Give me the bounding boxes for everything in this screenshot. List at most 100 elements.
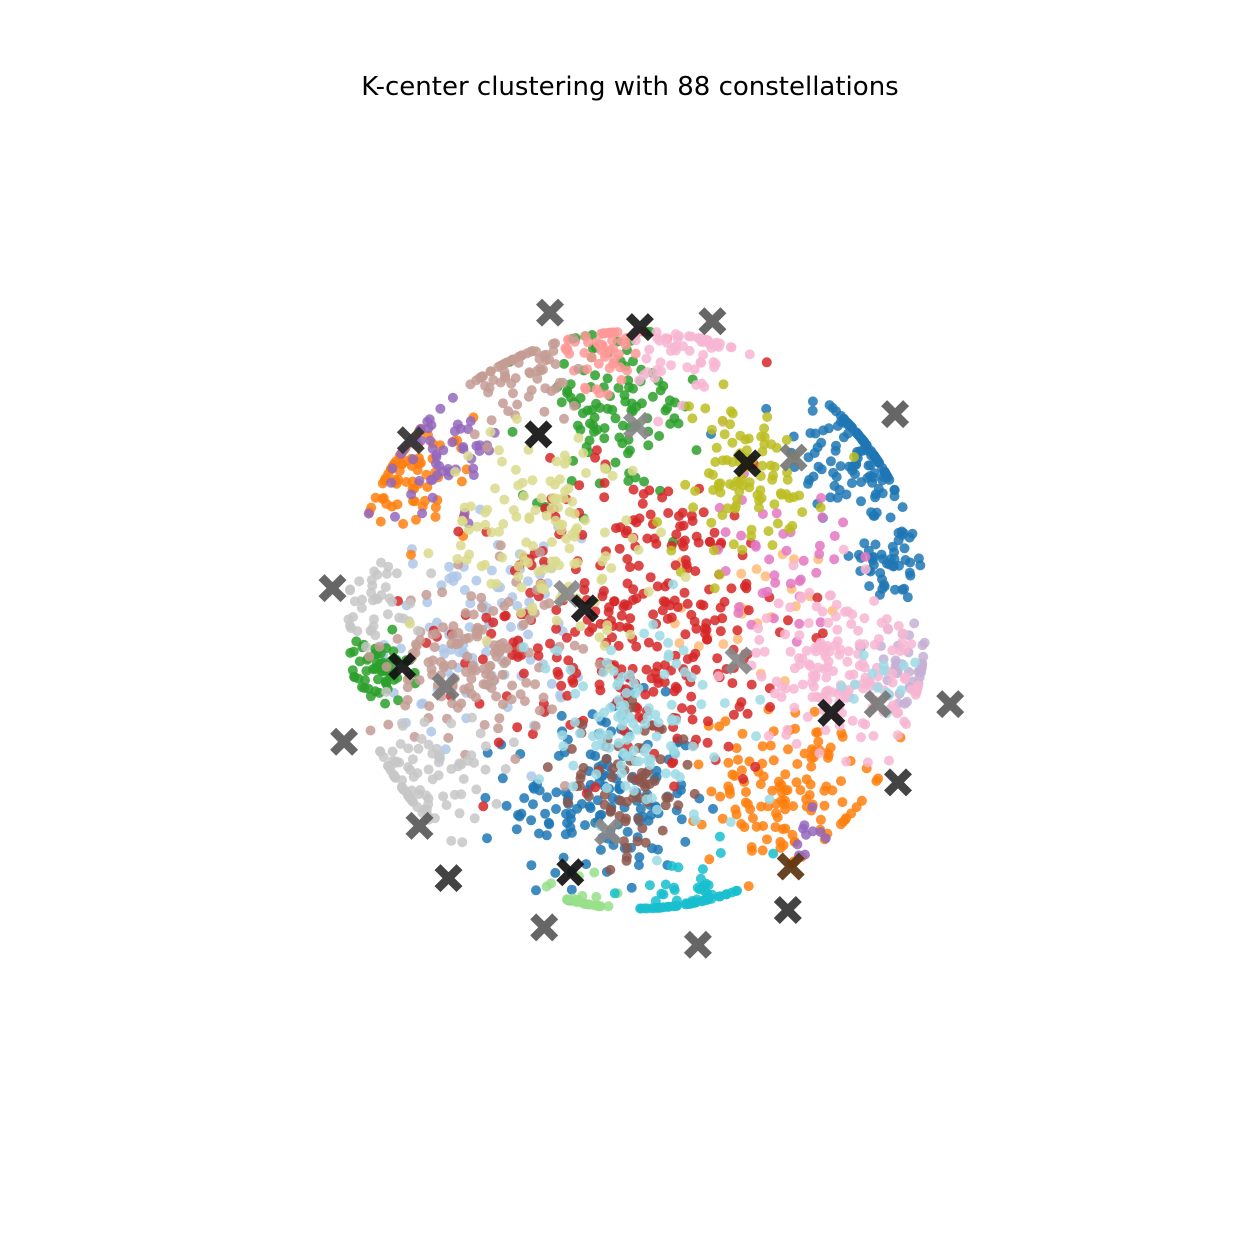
data-point — [642, 533, 653, 544]
cluster-center-marker — [881, 400, 910, 429]
data-point — [630, 348, 641, 359]
data-point — [380, 677, 391, 688]
data-point — [481, 679, 492, 690]
data-point — [447, 631, 458, 641]
data-point — [508, 737, 519, 748]
data-point — [690, 486, 701, 496]
data-point — [479, 559, 490, 570]
data-point — [429, 642, 440, 653]
data-point — [375, 516, 386, 527]
data-point — [712, 653, 723, 664]
data-point — [604, 602, 615, 613]
data-point — [390, 511, 400, 522]
data-point — [433, 770, 444, 781]
data-point — [580, 331, 591, 342]
data-point — [809, 706, 820, 717]
data-point — [669, 781, 680, 792]
data-point — [816, 437, 827, 448]
data-point — [687, 516, 698, 526]
data-point — [636, 398, 647, 409]
data-point — [768, 755, 779, 766]
data-point — [835, 644, 846, 655]
data-point — [857, 658, 868, 669]
data-point — [842, 656, 853, 667]
data-point — [382, 760, 393, 771]
data-point — [627, 533, 638, 544]
data-point — [584, 626, 595, 637]
data-point — [427, 492, 438, 503]
data-point — [641, 353, 652, 364]
data-point — [614, 543, 625, 554]
data-point — [801, 774, 812, 785]
data-point — [562, 690, 573, 701]
data-point — [762, 412, 773, 422]
data-point — [654, 335, 665, 346]
data-point — [578, 643, 589, 654]
data-point — [762, 586, 773, 597]
cluster-center-marker — [536, 298, 564, 327]
data-point — [702, 737, 713, 748]
data-point — [780, 804, 791, 815]
data-point — [789, 702, 800, 713]
data-point — [605, 864, 616, 875]
data-point — [780, 629, 790, 640]
data-point — [893, 620, 904, 631]
data-point — [892, 730, 903, 741]
data-point — [725, 342, 736, 353]
data-point — [534, 785, 545, 796]
data-point — [824, 400, 835, 411]
data-point — [698, 507, 709, 518]
data-point — [359, 683, 370, 693]
data-point — [794, 630, 805, 641]
data-point — [662, 403, 673, 414]
data-point — [460, 633, 471, 644]
data-point — [706, 517, 717, 528]
data-point — [426, 726, 437, 737]
data-point — [699, 381, 710, 392]
data-point — [599, 423, 610, 434]
data-point — [607, 772, 617, 783]
data-point — [494, 647, 505, 657]
data-point — [639, 746, 650, 757]
data-point — [652, 581, 663, 592]
data-point — [502, 643, 513, 654]
data-point — [460, 608, 471, 618]
data-point — [539, 584, 549, 595]
data-point — [525, 368, 536, 379]
data-point — [476, 592, 487, 603]
data-point — [447, 392, 458, 403]
data-point — [792, 839, 803, 850]
data-point — [658, 902, 669, 913]
data-point — [499, 494, 510, 505]
data-point — [522, 348, 533, 359]
data-point — [710, 359, 721, 370]
data-point — [726, 583, 737, 594]
data-point — [452, 553, 463, 564]
data-point — [711, 442, 722, 453]
data-point — [491, 578, 502, 589]
data-point — [540, 808, 551, 819]
cluster-center-marker — [683, 930, 712, 959]
data-point — [770, 822, 781, 833]
data-point — [357, 594, 367, 605]
data-point — [439, 648, 450, 659]
data-point — [902, 592, 913, 603]
data-point — [695, 599, 706, 610]
data-point — [480, 741, 491, 752]
data-point — [638, 489, 649, 499]
data-point — [788, 801, 799, 812]
data-point — [438, 622, 448, 633]
data-point — [453, 702, 463, 713]
data-point — [768, 848, 779, 859]
data-point — [456, 789, 467, 800]
data-point — [680, 836, 691, 847]
data-point — [751, 731, 762, 742]
data-point — [765, 702, 776, 712]
data-point — [510, 754, 521, 764]
data-point — [351, 636, 362, 647]
data-point — [687, 413, 698, 424]
data-point — [406, 489, 417, 500]
data-point — [720, 527, 731, 538]
data-point — [804, 587, 815, 598]
data-point — [367, 595, 378, 606]
